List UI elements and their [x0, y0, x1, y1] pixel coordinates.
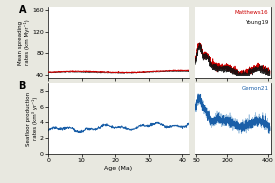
- Text: Young19: Young19: [245, 20, 269, 25]
- Text: Gemon21: Gemon21: [242, 86, 269, 91]
- Y-axis label: Seafloor production
rates (km³ yr⁻¹): Seafloor production rates (km³ yr⁻¹): [26, 92, 38, 146]
- Text: B: B: [18, 81, 26, 91]
- Text: A: A: [18, 5, 26, 14]
- X-axis label: Age (Ma): Age (Ma): [104, 166, 133, 171]
- Y-axis label: Mean spreading
rates (km Myr⁻¹): Mean spreading rates (km Myr⁻¹): [18, 20, 30, 65]
- Text: Matthews16: Matthews16: [235, 10, 269, 15]
